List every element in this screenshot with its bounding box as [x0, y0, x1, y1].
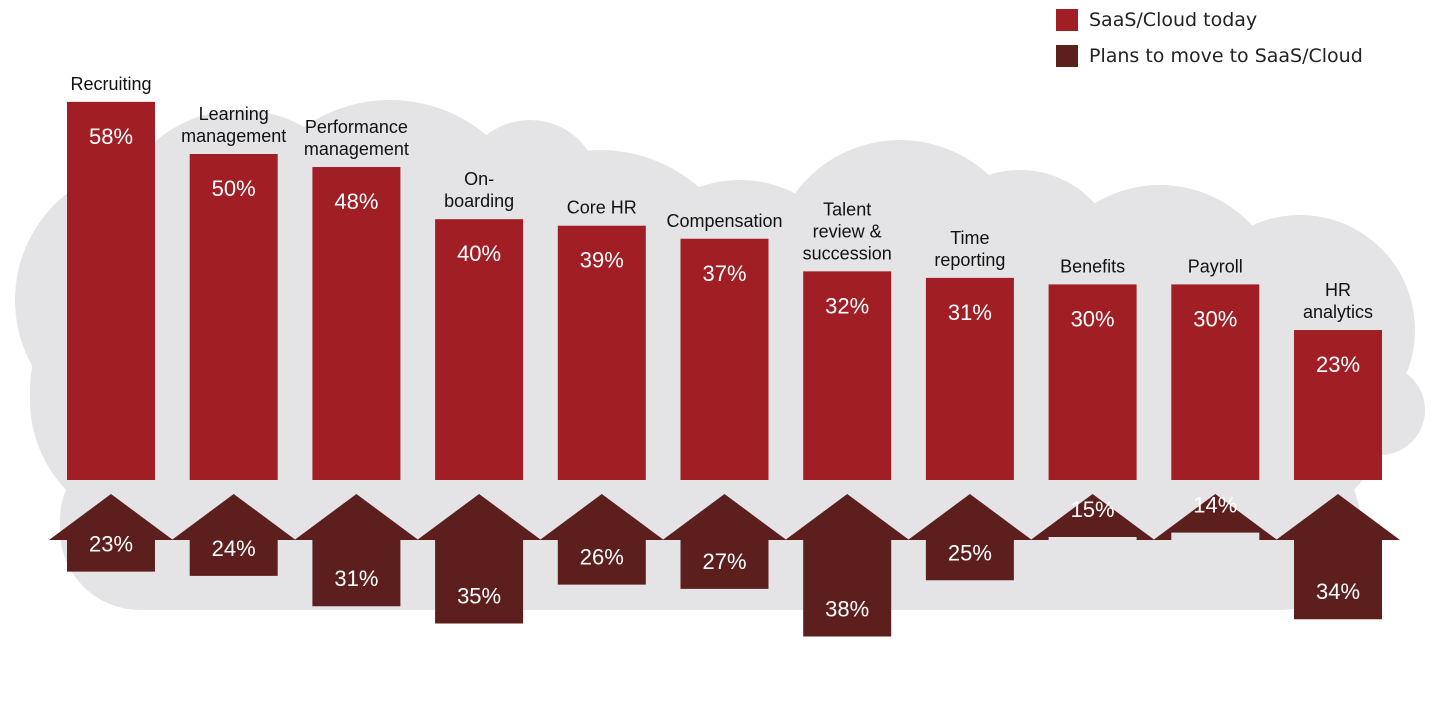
plans-arrow	[1153, 494, 1278, 540]
today-bar	[312, 167, 401, 481]
category-label: Payroll	[1188, 256, 1243, 276]
plans-arrow	[49, 494, 173, 572]
plans-value-label: 26%	[580, 545, 624, 570]
today-bar	[1048, 284, 1137, 480]
plans-value-label: 15%	[1071, 497, 1115, 522]
legend-swatch-today	[1056, 9, 1078, 31]
category-label: Recruiting	[70, 74, 151, 94]
plans-series: 23% 24% 31% 35% 26% 27% 38% 25% 15% 14% 34%	[49, 493, 1400, 637]
today-bar	[803, 271, 892, 480]
category-label: Performance management	[304, 117, 409, 159]
plans-arrow	[294, 494, 419, 607]
today-value-label: 32%	[825, 293, 869, 318]
legend-item-plans: Plans to move to SaaS/Cloud	[1056, 38, 1363, 74]
plans-arrow	[171, 494, 296, 576]
category-label: Time reporting	[934, 228, 1005, 270]
today-value-label: 37%	[702, 261, 746, 286]
category-label: Core HR	[567, 198, 637, 218]
today-bar	[1294, 330, 1382, 480]
plans-value-label: 38%	[825, 597, 869, 622]
today-bar	[557, 225, 646, 480]
category-label: HR analytics	[1303, 280, 1373, 322]
plans-arrow	[662, 494, 787, 589]
category-label: Learning management	[181, 104, 286, 146]
today-value-label: 48%	[334, 189, 378, 214]
today-bar	[680, 238, 769, 480]
plans-arrow	[907, 494, 1032, 581]
today-series: 58% 50% 48% 40% 39% 37% 32% 31% 30% 30% 23%	[67, 101, 1382, 481]
legend-item-today: SaaS/Cloud today	[1056, 2, 1363, 38]
plans-value-label: 35%	[457, 584, 501, 609]
today-bar	[435, 219, 524, 480]
plans-value-label: 14%	[1193, 493, 1237, 518]
plans-arrow	[1030, 494, 1155, 540]
today-value-label: 39%	[580, 248, 624, 273]
plans-arrow	[417, 494, 542, 624]
today-bar	[1171, 284, 1260, 480]
plans-arrow	[785, 494, 910, 637]
today-value-label: 40%	[457, 241, 501, 266]
today-value-label: 30%	[1193, 306, 1237, 331]
legend-swatch-plans	[1056, 45, 1078, 67]
plans-value-label: 25%	[948, 540, 992, 565]
plans-value-label: 24%	[212, 536, 256, 561]
legend-label-plans: Plans to move to SaaS/Cloud	[1089, 45, 1363, 67]
plans-arrow	[539, 494, 664, 585]
plans-value-label: 34%	[1316, 579, 1360, 604]
today-bar	[67, 101, 155, 480]
plans-arrow	[1276, 494, 1400, 620]
today-value-label: 31%	[948, 300, 992, 325]
category-label: Benefits	[1060, 256, 1125, 276]
today-value-label: 23%	[1316, 352, 1360, 377]
today-value-label: 58%	[89, 124, 133, 149]
category-label: Compensation	[666, 211, 782, 231]
legend: SaaS/Cloud today Plans to move to SaaS/C…	[1056, 0, 1363, 74]
legend-label-today: SaaS/Cloud today	[1089, 9, 1258, 31]
category-labels: Recruiting Learning management Performance m…	[70, 74, 1373, 322]
today-value-label: 50%	[212, 176, 256, 201]
today-value-label: 30%	[1071, 306, 1115, 331]
today-bar	[189, 154, 278, 480]
plans-value-label: 23%	[89, 532, 133, 557]
today-bar	[925, 277, 1014, 480]
category-label: Talent review & succession	[803, 199, 892, 263]
plans-value-label: 31%	[334, 566, 378, 591]
plans-value-label: 27%	[702, 549, 746, 574]
category-label: On-boarding	[444, 169, 514, 211]
